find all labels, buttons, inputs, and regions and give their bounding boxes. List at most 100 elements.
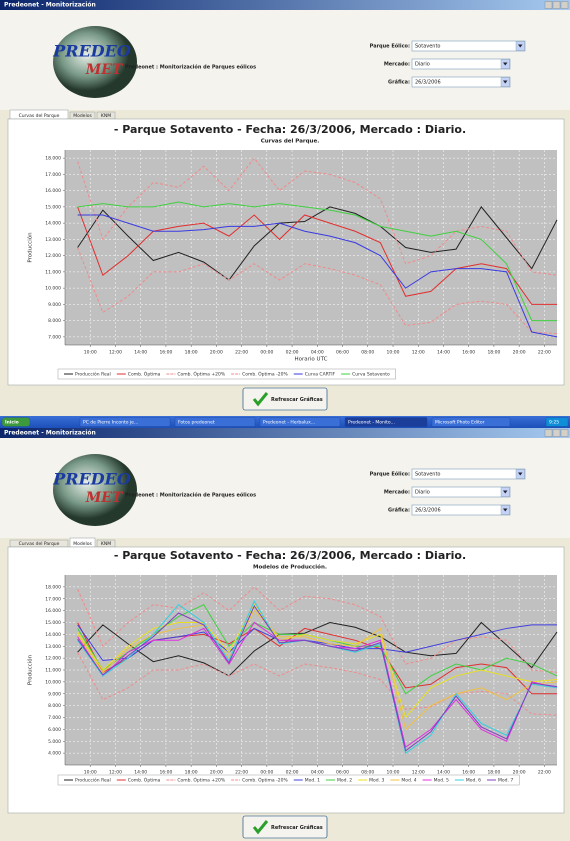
x-tick-label: 14:00 xyxy=(134,350,147,356)
x-tick-label: 20:00 xyxy=(210,770,223,776)
combo-value: Sotavento xyxy=(415,44,440,50)
combo-box[interactable] xyxy=(411,468,526,480)
x-tick-label: 18:00 xyxy=(185,350,198,356)
legend-label: Comb. Óptima -20% xyxy=(242,371,288,378)
x-tick-label: 02:00 xyxy=(286,350,299,356)
title-bar xyxy=(0,428,570,438)
y-tick-label: 11.000 xyxy=(45,269,61,275)
x-tick-label: 20:00 xyxy=(210,350,223,356)
combo-box[interactable] xyxy=(411,504,511,516)
x-tick-label: 16:00 xyxy=(159,350,172,356)
y-tick-label: 15.000 xyxy=(45,204,61,210)
taskbar-label: PC de Pierre Inconto je... xyxy=(83,420,138,426)
field-label: Parque Eólico: xyxy=(370,43,410,50)
combo-arrow-icon xyxy=(503,62,508,66)
y-tick-label: 12.000 xyxy=(45,253,61,259)
series-line xyxy=(77,651,558,716)
y-tick-label: 7.000 xyxy=(48,334,61,340)
y-tick-label: 7.000 xyxy=(48,715,61,721)
button[interactable] xyxy=(242,387,328,411)
combo-arrow-icon xyxy=(503,490,508,494)
legend-box xyxy=(57,774,520,786)
legend-label: Mod. 7 xyxy=(498,778,513,784)
logo-text: MET xyxy=(85,62,124,78)
legend-label: Producción Real xyxy=(75,777,111,784)
logo xyxy=(53,454,137,526)
x-tick-label: 06:00 xyxy=(336,770,349,776)
window-button[interactable] xyxy=(560,429,569,437)
tab-label: Modelos xyxy=(73,113,92,119)
x-tick-label: 18:00 xyxy=(487,350,500,356)
field-label: Parque Eólico: xyxy=(370,471,410,478)
x-axis-label: Horario UTC xyxy=(295,357,328,363)
combo-value: Diario xyxy=(415,490,430,496)
plot-area xyxy=(65,150,557,345)
taskbar-item[interactable] xyxy=(174,417,256,427)
x-tick-label: 14:00 xyxy=(437,770,450,776)
button[interactable] xyxy=(242,815,328,839)
y-tick-label: 18.000 xyxy=(45,584,61,590)
x-tick-label: 16:00 xyxy=(462,770,475,776)
series-line xyxy=(77,603,558,719)
y-tick-label: 10.000 xyxy=(45,679,61,685)
x-tick-label: 12:00 xyxy=(109,350,122,356)
x-tick-label: 00:00 xyxy=(260,350,273,356)
series-line xyxy=(77,586,558,673)
legend-box xyxy=(57,368,396,380)
y-tick-label: 9.000 xyxy=(48,691,61,697)
y-tick-label: 6.000 xyxy=(48,727,61,733)
window-button[interactable] xyxy=(552,1,561,9)
combo-box[interactable] xyxy=(411,76,511,88)
taskbar-item xyxy=(545,417,569,427)
taskbar-item[interactable] xyxy=(344,417,428,427)
x-tick-label: 08:00 xyxy=(361,350,374,356)
logo xyxy=(53,26,137,98)
logo-text: MET xyxy=(85,490,124,506)
legend-label: Comb. Óptima xyxy=(128,777,161,784)
taskbar-item[interactable] xyxy=(259,417,341,427)
legend-label: Comb. Óptima xyxy=(128,371,161,378)
x-tick-label: 14:00 xyxy=(437,350,450,356)
x-tick-label: 22:00 xyxy=(538,350,551,356)
taskbar-label: Fotos predeonet xyxy=(178,420,215,426)
combo-box[interactable] xyxy=(411,58,511,70)
x-tick-label: 04:00 xyxy=(311,770,324,776)
y-tick-label: 10.000 xyxy=(45,286,61,292)
series-line xyxy=(77,621,558,677)
legend-label: Mod. 3 xyxy=(369,778,384,784)
check-icon xyxy=(252,820,269,835)
button-label: Refrescar Gráficas xyxy=(271,396,323,403)
y-tick-label: 9.000 xyxy=(48,302,61,308)
tab-label: KNM xyxy=(101,541,111,547)
taskbar-item[interactable] xyxy=(431,417,511,427)
taskbar-item[interactable] xyxy=(1,417,31,427)
x-tick-label: 22:00 xyxy=(538,770,551,776)
legend-label: Curva Sotavento xyxy=(352,372,390,378)
window-button[interactable] xyxy=(552,429,561,437)
legend-label: Mod. 6 xyxy=(466,778,481,784)
window-title: Predeonet - Monitorización xyxy=(4,2,96,9)
series-line xyxy=(77,624,557,662)
check-icon xyxy=(252,392,269,407)
legend-label: Producción Real xyxy=(75,371,111,378)
x-tick-label: 06:00 xyxy=(336,350,349,356)
taskbar-label: Inicio xyxy=(5,420,19,426)
y-tick-label: 16.000 xyxy=(45,188,61,194)
x-tick-label: 16:00 xyxy=(462,350,475,356)
window-button[interactable] xyxy=(544,429,553,437)
title-bar xyxy=(0,0,570,10)
combo-box[interactable] xyxy=(411,40,526,52)
tab-label: KNM xyxy=(101,113,111,119)
taskbar-item[interactable] xyxy=(79,417,171,427)
x-tick-label: 14:00 xyxy=(134,770,147,776)
taskbar-label: Predeonet - Monito... xyxy=(348,420,395,426)
field-label: Gráfica: xyxy=(388,507,410,514)
legend-label: Curva CARTIF xyxy=(305,372,336,378)
x-tick-label: 10:00 xyxy=(84,770,97,776)
window-button[interactable] xyxy=(544,1,553,9)
x-tick-label: 18:00 xyxy=(487,770,500,776)
y-tick-label: 15.000 xyxy=(45,620,61,626)
window-button[interactable] xyxy=(560,1,569,9)
legend-label: Mod. 5 xyxy=(434,778,449,784)
combo-box[interactable] xyxy=(411,486,511,498)
